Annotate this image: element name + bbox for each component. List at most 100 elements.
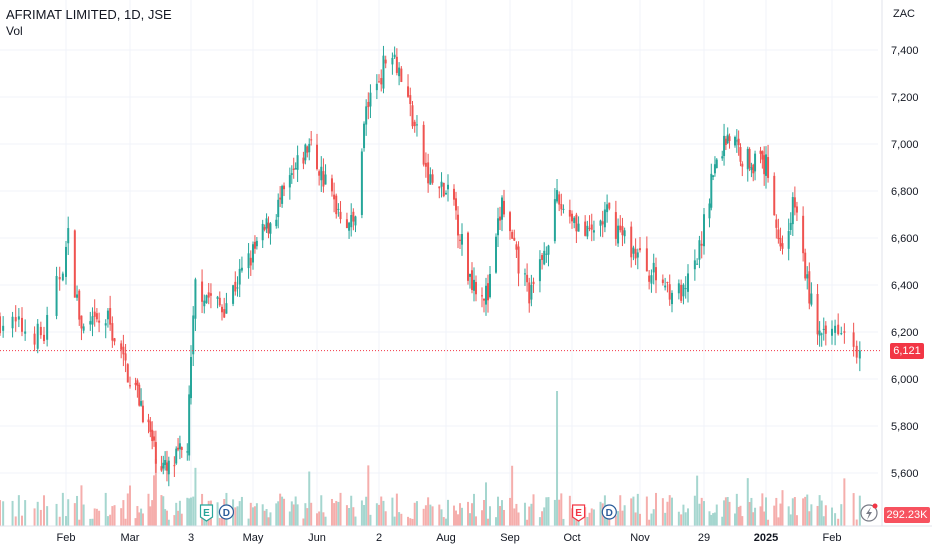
volume-bar (791, 498, 794, 526)
candle-body (352, 211, 355, 222)
volume-bar (487, 518, 489, 526)
earnings-marker[interactable]: E (571, 504, 586, 522)
candle-body (65, 246, 67, 277)
volume-bar (413, 502, 416, 526)
volume-bar (109, 514, 112, 526)
volume-bar (728, 501, 731, 526)
candle-body (789, 222, 792, 230)
currency-label[interactable]: ZAC (893, 8, 915, 20)
volume-bar (360, 500, 363, 526)
candle-body (599, 220, 602, 226)
time-tick-label: Jun (308, 532, 326, 544)
volume-bar (283, 498, 286, 526)
candle-body (761, 151, 764, 160)
candle-body (124, 353, 127, 361)
volume-bar (393, 516, 396, 526)
candle-body (489, 274, 491, 298)
candle-body (501, 197, 503, 220)
volume-bar (852, 493, 855, 526)
candle-body (824, 325, 827, 334)
last-volume-tag: 292.23K (884, 507, 930, 523)
candle-body (779, 237, 782, 247)
candle-body (767, 157, 770, 178)
volume-bar (787, 506, 790, 526)
candle-body (431, 174, 434, 183)
volume-bar (445, 518, 447, 526)
volume-bar (11, 500, 14, 526)
candlesticks (0, 45, 861, 487)
volume-bar (337, 501, 340, 526)
candle-body (348, 222, 351, 231)
volume-bar (14, 516, 17, 526)
volume-bar (333, 503, 336, 526)
candle-body (153, 436, 156, 441)
candle-body (499, 216, 501, 221)
candle-body (532, 281, 535, 285)
candle-body (475, 282, 477, 295)
candle-body (855, 345, 858, 358)
time-tick-label: Feb (823, 532, 842, 544)
volume-bar (203, 515, 206, 526)
volume-bar (91, 518, 94, 526)
dividend-marker[interactable]: D (218, 504, 235, 520)
volume-bar (409, 518, 412, 526)
volume-bar (806, 494, 809, 526)
candle-body (306, 146, 309, 153)
volume-bar (411, 518, 414, 526)
volume-bar (261, 504, 264, 526)
volume-bar (473, 493, 475, 526)
volume-bar (526, 519, 529, 526)
price-axis[interactable]: 5,600 5,800 6,000 6,200 6,400 6,600 6,800 7,000… (881, 0, 919, 526)
volume-bar (700, 497, 703, 526)
volume-bar (599, 501, 602, 526)
candle-body (837, 324, 840, 335)
volume-bar (255, 503, 258, 526)
candle-body (588, 227, 591, 229)
volume-bar (808, 511, 811, 526)
candle-body (165, 462, 168, 471)
volume-bar (275, 503, 278, 526)
candle-body (693, 260, 696, 270)
candle-body (834, 325, 837, 333)
candle-body (739, 147, 742, 162)
candle-body (400, 68, 403, 82)
volume-bar (556, 391, 559, 526)
candle-body (530, 284, 533, 300)
volume-bar (269, 512, 272, 526)
candle-body (671, 292, 673, 305)
price-tick-label: 6,200 (891, 327, 919, 339)
candle-body (320, 166, 323, 181)
volume-bar (831, 507, 833, 526)
volume-bar (322, 512, 325, 526)
candle-body (190, 357, 192, 399)
candle-body (793, 197, 796, 208)
candle-body (623, 230, 626, 237)
svg-text:E: E (203, 508, 210, 519)
candle-body (209, 293, 212, 296)
earnings-marker[interactable]: E (199, 504, 214, 522)
volume-bar (447, 499, 449, 526)
volume-bar (511, 465, 514, 526)
candle-body (802, 215, 805, 254)
volume-bar (777, 517, 780, 526)
candle-body (120, 343, 123, 350)
time-axis[interactable]: Feb Mar 3 May Jun 2 Aug Sep Oct Nov 29 2025 Feb (0, 525, 932, 544)
candle-body (369, 92, 372, 107)
volume-bar (46, 506, 49, 526)
volume-bar (320, 495, 323, 526)
candle-body (445, 192, 447, 195)
candle-body (354, 216, 357, 226)
price-tick-label: 5,800 (891, 421, 919, 433)
volume-bar (98, 510, 101, 526)
candle-body (713, 164, 716, 174)
lightning-icon[interactable] (860, 503, 878, 522)
dividend-marker[interactable]: D (601, 504, 617, 520)
candle-body (469, 273, 471, 277)
candle-body (614, 212, 617, 239)
volume-bar (795, 515, 798, 526)
volume-bar (710, 514, 713, 526)
candle-body (726, 134, 729, 144)
candle-body (700, 243, 703, 246)
